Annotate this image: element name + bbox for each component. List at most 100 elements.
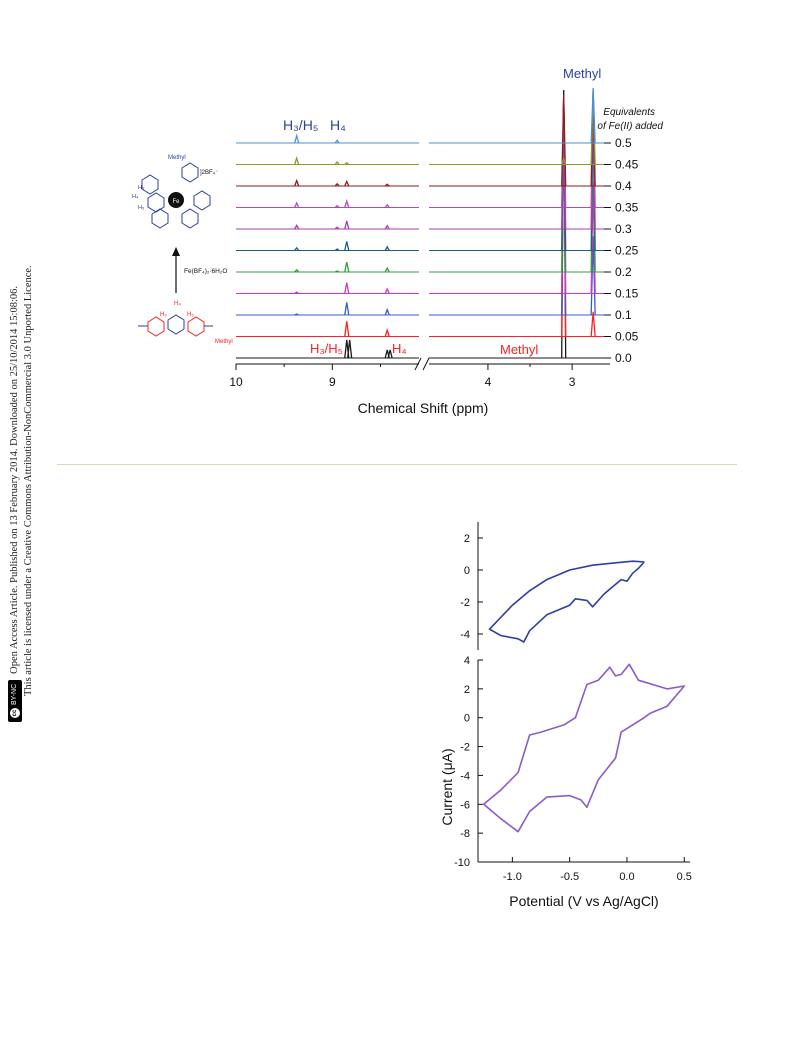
ligand-structure: H₄ H₃ H₅ Methyl (138, 301, 233, 345)
ligand-tetrazine-left (147, 316, 165, 337)
legend-title-line-1: Equivalents (603, 107, 655, 118)
nmr-peak (387, 349, 393, 359)
cv-y-axis-label: Current (μA) (439, 748, 455, 825)
nmr-peak (294, 178, 300, 187)
cv-y-tick-label: 2 (464, 684, 470, 696)
cv-x-tick-label: 0.5 (677, 871, 692, 883)
nmr-peak (384, 287, 390, 294)
nmr-peak (590, 87, 596, 144)
nmr-series-0.1 (236, 101, 610, 316)
nmr-stacked-spectra: H₃/H₅ H₄ Methyl Equivalents of Fe(II) ad… (229, 66, 663, 416)
cv-x-tick-label: -1.0 (503, 871, 522, 883)
top-annotation-methyl: Methyl (563, 66, 601, 81)
top-annotation-h3h5: H₃/H₅ (283, 117, 318, 133)
cc-license-badge[interactable]: cc BY-NC (8, 679, 22, 722)
axis-break-mark-1 (414, 357, 422, 371)
nmr-peak (334, 248, 340, 252)
ring-pyridine-left (147, 192, 165, 213)
cv-trace-bottom (482, 663, 686, 833)
nmr-peak (347, 339, 353, 359)
cv-x-tick-label: -0.5 (560, 871, 579, 883)
nmr-peak (344, 179, 350, 187)
ligand-tetrazine-right (187, 316, 205, 337)
nmr-figure: Methyl ]2BF₄⁻ Fe H₃ H₄ H₅ Fe(BF₄)₂·6H₂O … (132, 66, 663, 416)
nmr-peak (294, 201, 300, 208)
top-annotation-h4: H₄ (330, 117, 346, 133)
nmr-peak (561, 94, 567, 187)
cc-icon: cc (10, 708, 20, 718)
axis-break (414, 357, 430, 371)
bottom-annotation-h4: H₄ (392, 341, 407, 356)
ligand-label-h5: H₅ (187, 312, 194, 318)
nmr-peak (384, 224, 390, 230)
nmr-series-label: 0.45 (615, 158, 639, 172)
nmr-peak (294, 291, 300, 295)
nmr-peak (334, 270, 340, 273)
nmr-peak (294, 313, 299, 316)
ring-right-upper (181, 162, 199, 183)
nmr-series-label: 0.15 (615, 287, 639, 301)
ring-left-lower (151, 208, 169, 229)
nmr-peak (294, 133, 300, 144)
nmr-peak (384, 328, 390, 337)
cv-panel-bottom: 4 2 0 -2 -4 -6 -8 -10 -1.0 -0.5 0.0 0.5 (454, 655, 692, 883)
nmr-x-tick-label: 9 (329, 375, 336, 389)
cv-y-tick-label: -6 (460, 799, 470, 811)
nmr-peak (344, 220, 350, 230)
cv-y-tick-label: 2 (464, 533, 470, 545)
cv-x-tick-label: 0.0 (619, 871, 634, 883)
nmr-x-ticks: 10 9 4 3 (229, 364, 576, 389)
nmr-x-axis-label: Chemical Shift (ppm) (358, 400, 489, 416)
cv-y-tick-label: -10 (454, 857, 470, 869)
cv-y-tick-label: -8 (460, 828, 470, 840)
nmr-series-label: 0.2 (615, 265, 632, 279)
nmr-series-label: 0.05 (615, 330, 639, 344)
cv-y-tick-label: -4 (460, 629, 470, 641)
bottom-annotation-methyl: Methyl (500, 342, 538, 357)
nmr-peak (334, 204, 340, 208)
ligand-methyl-label: Methyl (215, 339, 233, 345)
ring-right-lower (181, 208, 199, 229)
nmr-peak (294, 246, 300, 251)
nmr-peak (344, 199, 350, 208)
nmr-peak (561, 156, 567, 165)
nmr-peak (384, 266, 390, 273)
nmr-series-label: 0.1 (615, 308, 632, 322)
bottom-annotation-h3h5: H₃/H₅ (310, 341, 343, 356)
ligand-pyridine (167, 314, 185, 335)
reaction-scheme: Methyl ]2BF₄⁻ Fe H₃ H₄ H₅ Fe(BF₄)₂·6H₂O … (132, 155, 233, 345)
cv-y-tick-label: 0 (464, 565, 470, 577)
cv-y-tick-label: -2 (460, 742, 470, 754)
nmr-peak (344, 321, 350, 337)
cv-figure: 2 0 -2 -4 4 2 0 -2 -4 -6 -8 -10 -1.0 -0.5 0.0 0.5 Curr… (439, 522, 692, 909)
ring-label-h5: H₅ (138, 205, 144, 211)
nmr-series-label: 0.5 (615, 136, 632, 150)
nmr-series-label: 0.3 (615, 222, 632, 236)
cv-panel-top: 2 0 -2 -4 (460, 522, 645, 650)
reagent-label: Fe(BF₄)₂·6H₂O (184, 268, 227, 275)
nmr-peak (590, 311, 596, 337)
cv-y-tick-label: -2 (460, 597, 470, 609)
nmr-peak (344, 241, 350, 251)
ring-label-h3: H₃ (138, 185, 144, 191)
nmr-series-0.4 (236, 89, 610, 187)
nmr-series-label: 0.25 (615, 244, 639, 258)
reaction-arrowhead (172, 247, 180, 256)
nmr-series-label: 0.4 (615, 179, 632, 193)
ligand-label-h3: H₃ (160, 312, 167, 318)
nmr-peak (344, 282, 350, 294)
axis-break-mark-2 (422, 357, 430, 371)
nmr-series-0.5 (236, 87, 610, 144)
cv-y-tick-label: -4 (460, 770, 470, 782)
nmr-peak (384, 245, 390, 251)
legend-title-line-2: of Fe(II) added (597, 121, 663, 132)
complex-methyl-label: Methyl (168, 155, 186, 161)
nmr-peak (294, 156, 300, 165)
nmr-peak (384, 307, 390, 316)
nmr-peak (384, 203, 390, 208)
nmr-series-label: 0.0 (615, 351, 632, 365)
nmr-series-0.35 (236, 89, 610, 208)
section-divider (57, 464, 737, 465)
cv-y-tick-label: 4 (464, 655, 470, 667)
nmr-series-0.05 (236, 102, 610, 337)
